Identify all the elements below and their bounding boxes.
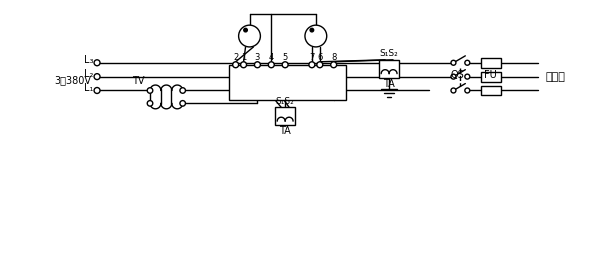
Circle shape <box>451 74 456 79</box>
Text: 1: 1 <box>241 53 246 62</box>
Circle shape <box>233 62 239 68</box>
Circle shape <box>331 62 337 68</box>
Circle shape <box>254 62 260 68</box>
Text: 8: 8 <box>331 53 337 62</box>
Bar <box>229 65 346 100</box>
Circle shape <box>244 28 247 32</box>
Text: 2: 2 <box>233 53 238 62</box>
Text: 4: 4 <box>269 53 274 62</box>
Circle shape <box>309 62 315 68</box>
Circle shape <box>147 88 153 93</box>
Text: 7: 7 <box>309 53 314 62</box>
Text: 3～380V: 3～380V <box>55 76 91 86</box>
Circle shape <box>180 88 185 93</box>
Text: TV: TV <box>131 76 144 86</box>
Circle shape <box>317 62 323 68</box>
Bar <box>275 107 295 125</box>
Circle shape <box>94 60 100 66</box>
Text: L₃: L₃ <box>84 55 94 65</box>
Bar <box>481 58 501 68</box>
Circle shape <box>451 88 456 93</box>
Bar <box>481 86 501 95</box>
Text: 接负载: 接负载 <box>545 72 565 82</box>
Text: TA: TA <box>383 79 395 89</box>
Text: S₁S₂: S₁S₂ <box>380 49 398 58</box>
Circle shape <box>268 62 274 68</box>
Circle shape <box>451 60 456 65</box>
Circle shape <box>94 88 100 93</box>
Circle shape <box>180 101 185 106</box>
Circle shape <box>305 25 327 47</box>
Circle shape <box>310 28 314 32</box>
Circle shape <box>465 88 470 93</box>
Text: 3: 3 <box>255 53 260 62</box>
Circle shape <box>94 74 100 80</box>
Text: L₂: L₂ <box>84 69 94 79</box>
Text: QS: QS <box>451 70 464 80</box>
Text: 5: 5 <box>283 53 288 62</box>
Circle shape <box>465 74 470 79</box>
Circle shape <box>282 62 288 68</box>
Circle shape <box>465 60 470 65</box>
Bar <box>379 60 399 78</box>
Text: S₁S₂: S₁S₂ <box>276 97 295 106</box>
Text: FU: FU <box>484 70 496 80</box>
Text: TA: TA <box>279 126 291 136</box>
Circle shape <box>147 101 153 106</box>
Text: L₁: L₁ <box>84 83 94 93</box>
Bar <box>481 72 501 81</box>
Circle shape <box>241 62 247 68</box>
Text: 6: 6 <box>317 53 322 62</box>
Circle shape <box>239 25 260 47</box>
